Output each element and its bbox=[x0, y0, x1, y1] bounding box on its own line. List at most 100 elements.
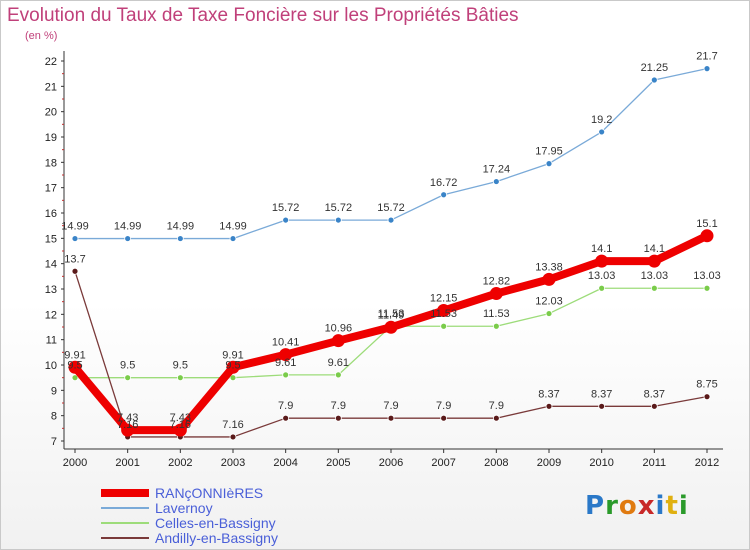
data-label: 13.7 bbox=[64, 253, 85, 265]
data-label: 7.9 bbox=[383, 400, 398, 412]
data-point bbox=[334, 414, 342, 422]
logo-letter: x bbox=[637, 491, 656, 521]
legend-swatch bbox=[101, 522, 149, 524]
data-label: 9.5 bbox=[225, 360, 240, 372]
data-point bbox=[489, 287, 503, 301]
data-point bbox=[68, 360, 82, 374]
data-point bbox=[173, 423, 187, 437]
y-tick-label: 22 bbox=[45, 56, 57, 68]
data-label: 7.16 bbox=[117, 419, 138, 431]
data-point bbox=[229, 235, 237, 242]
data-label: 14.99 bbox=[219, 221, 247, 233]
data-point bbox=[598, 284, 606, 292]
data-point bbox=[229, 433, 237, 441]
data-label: 9.5 bbox=[173, 360, 188, 372]
data-point bbox=[176, 235, 184, 242]
y-tick-label: 10 bbox=[45, 360, 57, 372]
data-point bbox=[545, 160, 553, 168]
data-point bbox=[650, 284, 658, 292]
x-tick-label: 2002 bbox=[168, 457, 192, 469]
data-point bbox=[647, 254, 661, 268]
data-label: 7.9 bbox=[331, 400, 346, 412]
data-label: 9.91 bbox=[64, 349, 85, 361]
data-label: 12.03 bbox=[535, 296, 563, 308]
legend-label: RANçONNIèRES bbox=[155, 485, 264, 501]
data-point bbox=[279, 348, 293, 362]
data-label: 13.03 bbox=[588, 270, 616, 282]
y-tick-label: 15 bbox=[45, 233, 57, 245]
data-point bbox=[440, 414, 448, 422]
data-label: 11.49 bbox=[378, 309, 405, 321]
data-point bbox=[121, 423, 135, 437]
data-label: 12.82 bbox=[483, 276, 511, 288]
y-tick-label: 16 bbox=[45, 208, 57, 220]
legend-label: Lavernoy bbox=[155, 500, 213, 516]
data-point bbox=[334, 371, 342, 379]
data-label: 11.53 bbox=[430, 308, 457, 320]
data-point bbox=[492, 414, 500, 422]
data-label: 17.95 bbox=[535, 146, 563, 158]
y-tick-label: 14 bbox=[45, 259, 57, 271]
x-tick-label: 2011 bbox=[643, 457, 667, 469]
data-point bbox=[71, 235, 79, 242]
y-tick-label: 19 bbox=[45, 132, 57, 144]
x-tick-label: 2004 bbox=[273, 457, 297, 469]
x-tick-label: 2009 bbox=[537, 457, 561, 469]
legend-label: Celles-en-Bassigny bbox=[155, 515, 276, 531]
data-label: 8.37 bbox=[538, 388, 559, 400]
data-label: 15.72 bbox=[377, 202, 405, 214]
data-point bbox=[176, 374, 184, 382]
logo-letter: t bbox=[665, 491, 679, 521]
data-label: 14.99 bbox=[167, 221, 195, 233]
x-tick-label: 2001 bbox=[115, 457, 139, 469]
data-label: 7.43 bbox=[170, 412, 191, 424]
data-point bbox=[384, 320, 398, 334]
data-label: 21.7 bbox=[696, 51, 717, 63]
data-label: 9.5 bbox=[67, 360, 82, 372]
data-point bbox=[71, 374, 79, 382]
data-label: 7.16 bbox=[222, 419, 243, 431]
unit-label: (en %) bbox=[25, 30, 58, 42]
data-label: 7.9 bbox=[489, 400, 504, 412]
y-tick-label: 17 bbox=[45, 183, 57, 195]
data-point bbox=[282, 371, 290, 379]
y-tick-label: 9 bbox=[51, 385, 57, 397]
data-point bbox=[440, 191, 448, 199]
data-label: 7.16 bbox=[170, 419, 191, 431]
data-label: 9.5 bbox=[120, 360, 135, 372]
data-point bbox=[492, 322, 500, 330]
data-point bbox=[229, 374, 237, 382]
data-point bbox=[545, 402, 553, 410]
data-point bbox=[334, 216, 342, 224]
data-label: 19.2 bbox=[591, 114, 612, 126]
logo-letter: P bbox=[585, 491, 606, 521]
data-label: 11.53 bbox=[378, 308, 405, 320]
data-point bbox=[387, 414, 395, 422]
x-tick-label: 2006 bbox=[379, 457, 403, 469]
x-tick-label: 2003 bbox=[221, 457, 245, 469]
data-label: 7.43 bbox=[117, 412, 138, 424]
data-point bbox=[124, 374, 132, 382]
data-label: 9.61 bbox=[328, 357, 349, 369]
y-tick-label: 20 bbox=[45, 107, 57, 119]
data-label: 13.03 bbox=[693, 270, 721, 282]
data-point bbox=[331, 334, 345, 348]
data-label: 10.96 bbox=[325, 323, 353, 335]
legend-swatch bbox=[101, 489, 149, 497]
data-point bbox=[437, 304, 451, 318]
x-tick-label: 2000 bbox=[63, 457, 87, 469]
data-label: 10.41 bbox=[272, 337, 300, 349]
logo-letter: i bbox=[655, 491, 666, 521]
data-label: 15.72 bbox=[325, 202, 353, 214]
data-point bbox=[545, 310, 553, 317]
logo-letter: i bbox=[678, 491, 689, 521]
y-tick-label: 11 bbox=[46, 335, 57, 347]
data-label: 9.91 bbox=[222, 349, 243, 361]
legend-swatch bbox=[101, 537, 149, 539]
data-label: 16.72 bbox=[430, 177, 458, 189]
data-point bbox=[282, 216, 290, 224]
data-point bbox=[226, 360, 240, 374]
data-label: 14.1 bbox=[644, 243, 665, 255]
